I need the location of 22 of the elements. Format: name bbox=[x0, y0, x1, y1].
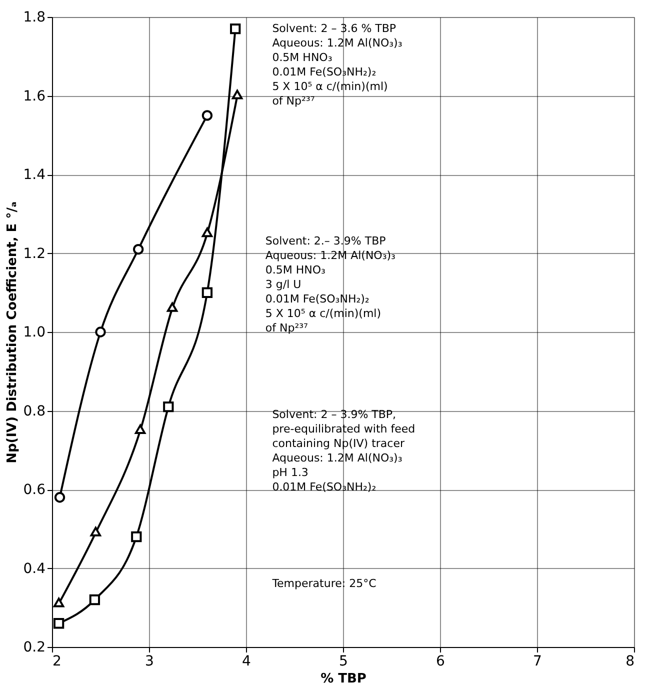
y-tick-label: 0.6 bbox=[23, 482, 46, 498]
y-tick-label: 1.2 bbox=[23, 246, 46, 262]
y-tick-label: 1.6 bbox=[23, 88, 46, 104]
y-tick-label: 0.8 bbox=[23, 403, 46, 420]
y-tick-label: 1.4 bbox=[23, 167, 46, 183]
x-tick-label: 8 bbox=[626, 654, 634, 670]
annotation: Temperature: 25°C bbox=[271, 577, 377, 590]
x-tick-label: 2 bbox=[52, 654, 62, 670]
annotation: Solvent: 2 – 3.9% TBP, pre-equilibrated with feed containing Np(IV) tracer Aqueous: 1.2M Al(NO₃)₃ pH 1.3 0.01M Fe(SO₃NH₂)₂ bbox=[272, 408, 416, 494]
x-tick-label: 5 bbox=[339, 654, 348, 670]
x-tick-label: 4 bbox=[242, 654, 252, 670]
annotation: Solvent: 2.– 3.9% TBP Aqueous: 1.2M Al(NO₃)₃ 0.5M HNO₃ 3 g/l U 0.01M Fe(SO₃NH₂)₂ 5 X 10⁵ α c/(min)(ml) of Np²³⁷ bbox=[265, 234, 396, 335]
annotation: Solvent: 2 – 3.6 % TBP Aqueous: 1.2M Al(NO₃)₃ 0.5M HNO₃ 0.01M Fe(SO₃NH₂)₂ 5 X 10⁵ α c/(min)(ml) of Np²³⁷ bbox=[272, 22, 402, 108]
y-tick-label: 0.2 bbox=[23, 640, 46, 656]
x-tick-label: 7 bbox=[533, 654, 542, 670]
x-tick-label: 6 bbox=[436, 654, 446, 670]
y-tick-label: 0.4 bbox=[23, 560, 46, 577]
y-tick-label: 1.0 bbox=[23, 324, 46, 340]
y-tick-label: 1.8 bbox=[23, 10, 46, 26]
x-axis-title: % TBP bbox=[320, 672, 366, 686]
x-tick-label: 3 bbox=[145, 654, 154, 670]
y-axis-title: Np(IV) Distribution Coefficient, E °/ₐ bbox=[5, 202, 20, 464]
